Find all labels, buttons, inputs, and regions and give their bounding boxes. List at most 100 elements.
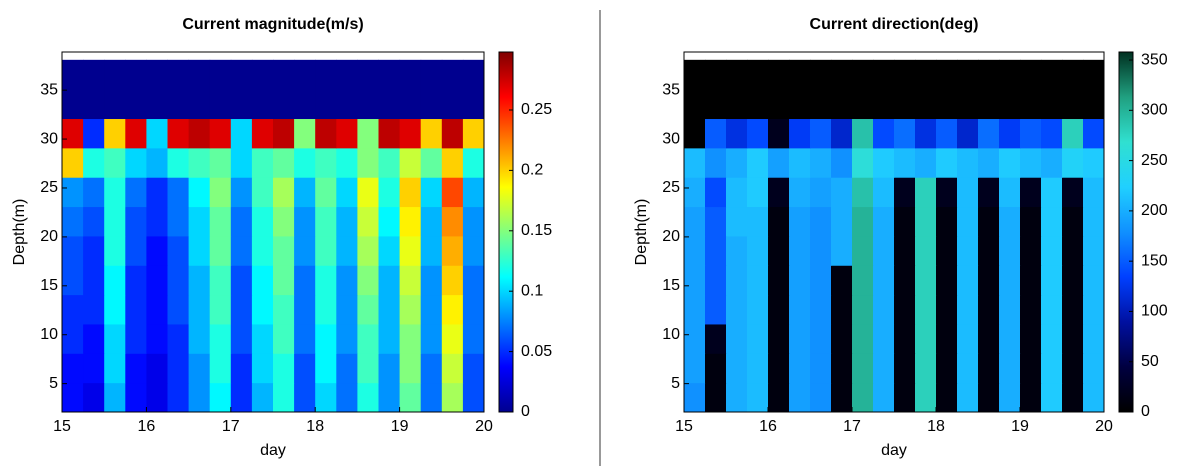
- heatmap-cell: [315, 147, 337, 178]
- heatmap-cell: [684, 235, 706, 266]
- heatmap-cell: [768, 118, 790, 149]
- heatmap-cell: [747, 353, 769, 384]
- heatmap-cell: [378, 382, 401, 412]
- y-tick-label: 25: [662, 179, 680, 196]
- heatmap-cell: [83, 206, 105, 237]
- heatmap-cell: [357, 177, 379, 208]
- heatmap-cell: [810, 118, 832, 149]
- heatmap-cell: [104, 147, 126, 178]
- heatmap-cell: [167, 89, 190, 120]
- heatmap-cell: [315, 353, 337, 384]
- heatmap-cell: [62, 147, 84, 178]
- heatmap-cell: [789, 118, 811, 149]
- heatmap-cell: [1062, 147, 1084, 178]
- heatmap-cell: [336, 206, 358, 237]
- heatmap-cell: [894, 323, 916, 354]
- heatmap-cell: [420, 294, 443, 325]
- heatmap-cell: [810, 206, 832, 237]
- heatmap-cell: [1083, 59, 1104, 90]
- heatmap-cell: [684, 118, 706, 149]
- heatmap-cell: [978, 59, 1000, 90]
- heatmap-cell: [726, 353, 748, 384]
- heatmap-cell: [273, 89, 295, 120]
- heatmap-cell: [420, 89, 443, 120]
- heatmap-cell: [1020, 323, 1042, 354]
- heatmap-cell: [684, 147, 706, 178]
- heatmap-cell: [894, 382, 916, 412]
- heatmap-cell: [831, 323, 853, 354]
- heatmap-cell: [789, 147, 811, 178]
- heatmap-cell: [831, 118, 853, 149]
- heatmap-cell: [1062, 235, 1084, 266]
- heatmap-cell: [684, 294, 706, 325]
- heatmap-cell: [831, 265, 853, 296]
- heatmap-cell: [705, 265, 727, 296]
- heatmap-cell: [104, 235, 126, 266]
- heatmap-cell: [420, 353, 443, 384]
- heatmap-cell: [936, 118, 958, 149]
- heatmap-cell: [726, 265, 748, 296]
- heatmap-cell: [1020, 118, 1042, 149]
- heatmap-cell: [1083, 382, 1104, 412]
- heatmap-cell: [810, 177, 832, 208]
- heatmap-cell: [315, 118, 337, 149]
- heatmap-cell: [230, 118, 253, 149]
- heatmap-cell: [357, 294, 379, 325]
- heatmap-cell: [336, 177, 358, 208]
- x-tick-label: 18: [927, 418, 945, 435]
- heatmap-cell: [726, 206, 748, 237]
- heatmap-cell: [357, 147, 379, 178]
- heatmap-cell: [852, 265, 874, 296]
- heatmap-cell: [747, 206, 769, 237]
- heatmap-cell: [125, 294, 147, 325]
- heatmap-cell: [188, 89, 211, 120]
- heatmap-cell: [789, 89, 811, 120]
- heatmap-cell: [273, 206, 295, 237]
- heatmap-cell: [873, 177, 895, 208]
- heatmap-cell: [273, 265, 295, 296]
- x-tick-label: 19: [391, 418, 409, 435]
- heatmap-cell: [789, 382, 811, 412]
- heatmap-cell: [399, 59, 422, 90]
- colorbar-tick-label: 350: [1141, 51, 1168, 68]
- heatmap-cell: [1020, 177, 1042, 208]
- heatmap-cell: [441, 382, 464, 412]
- heatmap-cell: [705, 235, 727, 266]
- x-tick-label: 15: [53, 418, 71, 435]
- heatmap-cell: [936, 147, 958, 178]
- heatmap-cell: [336, 59, 358, 90]
- heatmap-cell: [978, 323, 1000, 354]
- heatmap-cell: [230, 147, 253, 178]
- heatmap-cell: [747, 265, 769, 296]
- heatmap-cell: [83, 59, 105, 90]
- heatmap-cell: [125, 353, 147, 384]
- heatmap-cell: [441, 59, 464, 90]
- heatmap-cell: [420, 206, 443, 237]
- heatmap-cell: [1062, 177, 1084, 208]
- heatmap-cell: [209, 177, 232, 208]
- heatmap-cell: [915, 265, 937, 296]
- heatmap-cell: [789, 294, 811, 325]
- heatmap-cell: [1020, 206, 1042, 237]
- heatmap-cell: [957, 382, 979, 412]
- heatmap-cell: [999, 118, 1021, 149]
- heatmap-cell: [1083, 89, 1104, 120]
- heatmap-cell: [852, 147, 874, 178]
- heatmap-cell: [894, 59, 916, 90]
- heatmap-cell: [188, 265, 211, 296]
- heatmap-cell: [747, 89, 769, 120]
- heatmap-cell: [441, 323, 464, 354]
- heatmap-cell: [399, 235, 422, 266]
- y-tick-label: 20: [40, 228, 58, 245]
- heatmap-cell: [125, 382, 147, 412]
- heatmap-cell: [852, 323, 874, 354]
- heatmap-cell: [125, 323, 147, 354]
- heatmap-cell: [420, 147, 443, 178]
- x-tick-label: 19: [1011, 418, 1029, 435]
- heatmap-cell: [420, 382, 443, 412]
- heatmap-cell: [83, 265, 105, 296]
- heatmap-cell: [273, 382, 295, 412]
- heatmap-cell: [726, 235, 748, 266]
- heatmap-cell: [62, 118, 84, 149]
- x-tick-label: 15: [675, 418, 693, 435]
